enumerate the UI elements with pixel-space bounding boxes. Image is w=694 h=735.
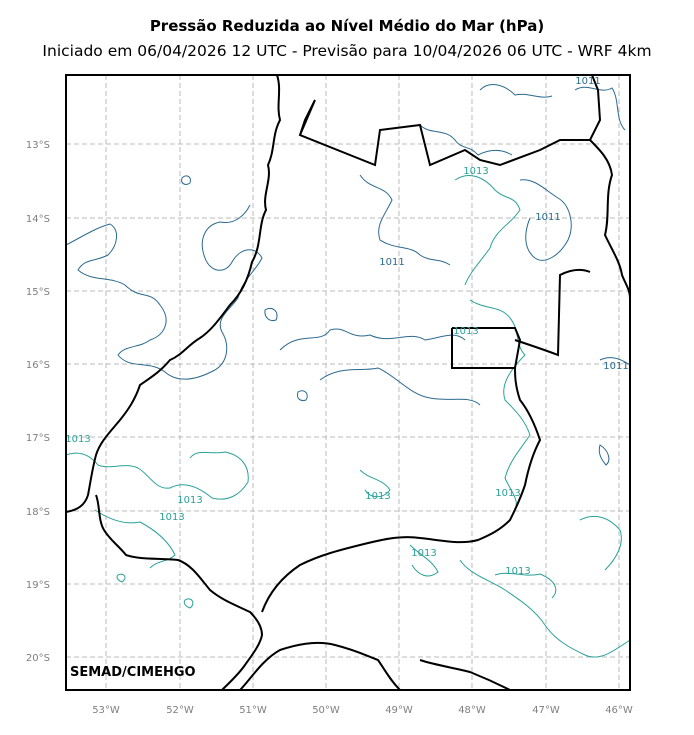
contour-labels: 1011 1011 1011 1011 1013 1013 1013 1013 … [65, 76, 628, 577]
contour-label: 1013 [365, 491, 390, 502]
isobar-1013 [359, 469, 391, 498]
x-tick-label: 49°W [385, 705, 413, 716]
isobar-1013 [66, 451, 249, 500]
contour-label: 1013 [505, 566, 530, 577]
isobar-1011 [359, 174, 451, 266]
contour-label: 1013 [411, 548, 436, 559]
contour-label: 1011 [603, 361, 628, 372]
state-boundary [66, 75, 282, 513]
y-tick-label: 13°S [26, 140, 50, 151]
contour-label: 1011 [575, 76, 600, 87]
isobar-1011 [181, 175, 191, 185]
map-title: Pressão Reduzida ao Nível Médio do Mar (… [149, 17, 545, 35]
y-tick-label: 20°S [26, 653, 50, 664]
map-subtitle: Iniciado em 06/04/2026 12 UTC - Previsão… [42, 42, 652, 60]
x-axis-ticks: 53°W 52°W 51°W 50°W 49°W 48°W 47°W 46°W [92, 705, 633, 716]
contour-label: 1013 [453, 326, 478, 337]
isobar-1013 [409, 544, 439, 577]
x-tick-label: 48°W [458, 705, 486, 716]
isobar-1011 [519, 179, 572, 261]
contour-label: 1013 [177, 495, 202, 506]
contour-label: 1013 [65, 434, 90, 445]
isobar-1013 [459, 559, 630, 658]
x-tick-label: 50°W [312, 705, 340, 716]
state-boundary [589, 139, 630, 299]
isobar-1013 [116, 573, 126, 583]
contour-label: 1013 [159, 512, 184, 523]
isobar-1013 [469, 299, 531, 511]
isobar-1011 [297, 390, 308, 401]
isobar-1013 [494, 572, 557, 599]
state-boundary [239, 641, 401, 690]
contour-label: 1013 [495, 488, 520, 499]
contour-label: 1013 [463, 166, 488, 177]
y-tick-label: 15°S [26, 287, 50, 298]
x-tick-label: 51°W [239, 705, 267, 716]
state-boundary [261, 367, 542, 613]
x-tick-label: 46°W [605, 705, 633, 716]
state-boundary [451, 327, 522, 369]
isobar-1013 [94, 509, 176, 569]
y-tick-label: 17°S [26, 433, 50, 444]
isobar-1011-group [66, 84, 630, 466]
watermark: SEMAD/CIMEHGO [70, 665, 196, 680]
state-boundary [514, 268, 591, 357]
x-tick-label: 53°W [92, 705, 120, 716]
isobar-1013 [454, 175, 521, 286]
isobar-1011 [419, 124, 513, 156]
y-tick-label: 14°S [26, 214, 50, 225]
isobar-1011 [279, 328, 466, 351]
state-boundaries [66, 75, 630, 690]
x-tick-label: 52°W [166, 705, 194, 716]
map-frame [65, 74, 631, 691]
isobar-1011 [574, 86, 626, 131]
state-boundary [95, 494, 264, 690]
state-boundary [298, 75, 602, 167]
contour-label: 1011 [379, 257, 404, 268]
x-tick-label: 47°W [532, 705, 560, 716]
isobar-1011 [479, 84, 553, 98]
y-axis-ticks: 13°S 14°S 15°S 16°S 17°S 18°S 19°S 20°S [26, 140, 50, 664]
state-boundary [419, 659, 511, 690]
isobar-1011 [66, 204, 263, 380]
y-tick-label: 16°S [26, 360, 50, 371]
y-tick-label: 18°S [26, 507, 50, 518]
isobar-1013 [579, 515, 622, 571]
isobar-1011 [319, 367, 481, 406]
isobar-1011 [264, 307, 278, 321]
graticule [66, 75, 630, 690]
isobar-1011 [598, 444, 610, 466]
contour-label: 1011 [535, 212, 560, 223]
isobar-1013-group [66, 175, 630, 658]
y-tick-label: 19°S [26, 580, 50, 591]
isobar-1013 [183, 598, 194, 609]
isobar-1011 [599, 357, 630, 366]
